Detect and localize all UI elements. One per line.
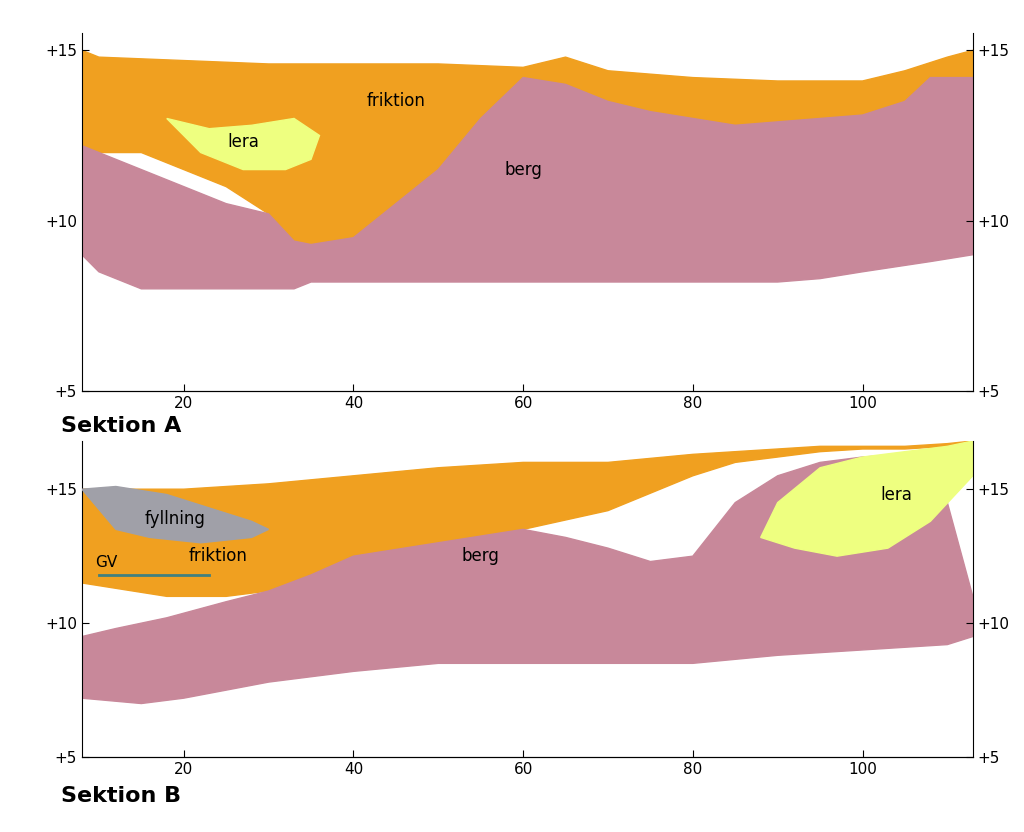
Text: lera: lera — [227, 133, 259, 151]
Polygon shape — [82, 441, 973, 597]
Text: GV: GV — [94, 555, 117, 570]
Polygon shape — [82, 77, 973, 289]
Polygon shape — [82, 50, 973, 245]
Polygon shape — [167, 118, 319, 170]
Text: friktion: friktion — [367, 92, 425, 111]
Polygon shape — [761, 441, 973, 556]
Text: fyllning: fyllning — [144, 510, 206, 527]
Text: friktion: friktion — [188, 547, 247, 565]
Text: berg: berg — [462, 547, 500, 565]
Polygon shape — [82, 454, 973, 704]
Text: Sektion B: Sektion B — [61, 786, 181, 806]
Text: berg: berg — [504, 161, 542, 179]
Text: Sektion A: Sektion A — [61, 416, 182, 436]
Text: lera: lera — [881, 486, 912, 503]
Polygon shape — [82, 487, 268, 542]
